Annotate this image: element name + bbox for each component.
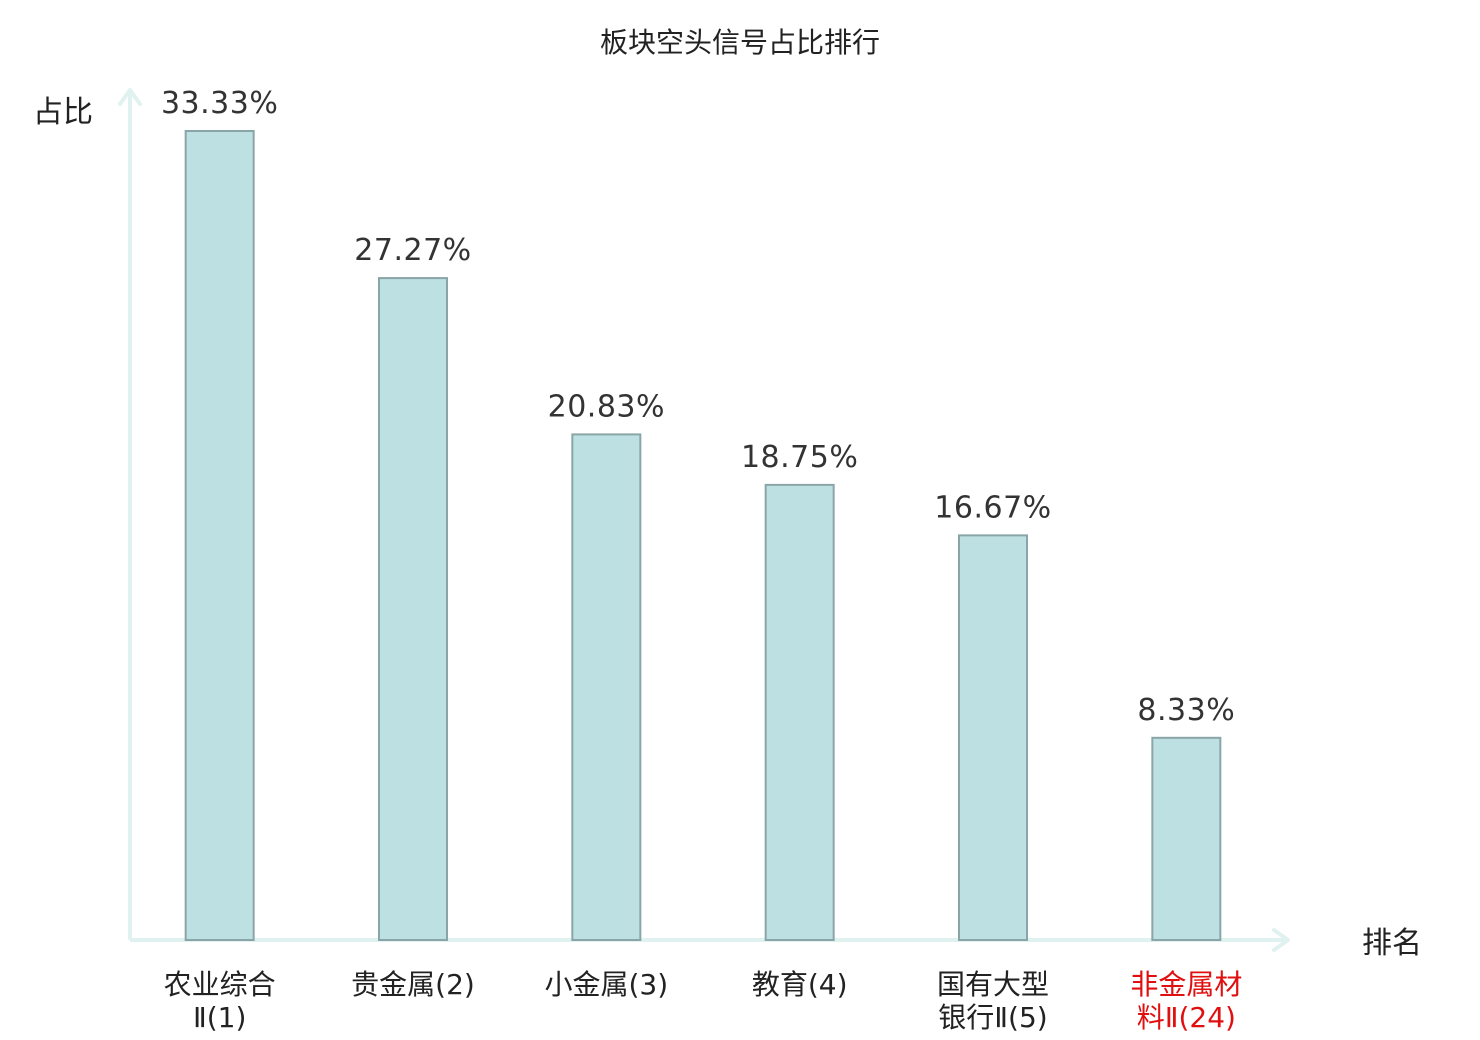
y-axis — [118, 88, 142, 940]
x-tick-label-5-line-1: 国有大型 — [937, 968, 1049, 1001]
x-tick-label-5-line-2: 银行Ⅱ(5) — [938, 1001, 1047, 1034]
bar-6 — [1151, 736, 1222, 941]
x-tick-label-4: 教育(4) — [752, 968, 848, 1001]
x-axis-label: 排名 — [1362, 926, 1422, 961]
bar-1 — [184, 130, 255, 941]
x-tick-label-6-line-1: 非金属材 — [1130, 968, 1242, 1001]
x-tick-label-1-line-1: 农业综合 — [164, 968, 276, 1001]
y-axis-label: 占比 — [33, 95, 93, 130]
bar-4 — [764, 483, 835, 941]
x-tick-label-2: 贵金属(2) — [351, 968, 475, 1001]
x-tick-label-6-line-2: 料Ⅱ(24) — [1137, 1001, 1236, 1034]
data-label-3: 20.83% — [548, 389, 665, 424]
bar-series — [184, 130, 1222, 942]
data-label-2: 27.27% — [354, 233, 471, 268]
data-label-1: 33.33% — [161, 86, 278, 121]
bar-3 — [571, 433, 642, 941]
bar-2 — [378, 277, 448, 942]
value-label-group: 33.33% 27.27% 20.83% 18.75% 16.67% 8.33% — [161, 86, 1235, 728]
chart-title: 板块空头信号占比排行 — [600, 26, 880, 59]
x-axis — [130, 928, 1290, 952]
x-tick-label-3: 小金属(3) — [544, 968, 668, 1001]
data-label-6: 8.33% — [1137, 693, 1235, 728]
data-label-5: 16.67% — [934, 490, 1051, 525]
bar-5 — [958, 534, 1028, 942]
data-label-4: 18.75% — [741, 440, 858, 475]
x-tick-label-1-line-2: Ⅱ(1) — [193, 1001, 246, 1034]
